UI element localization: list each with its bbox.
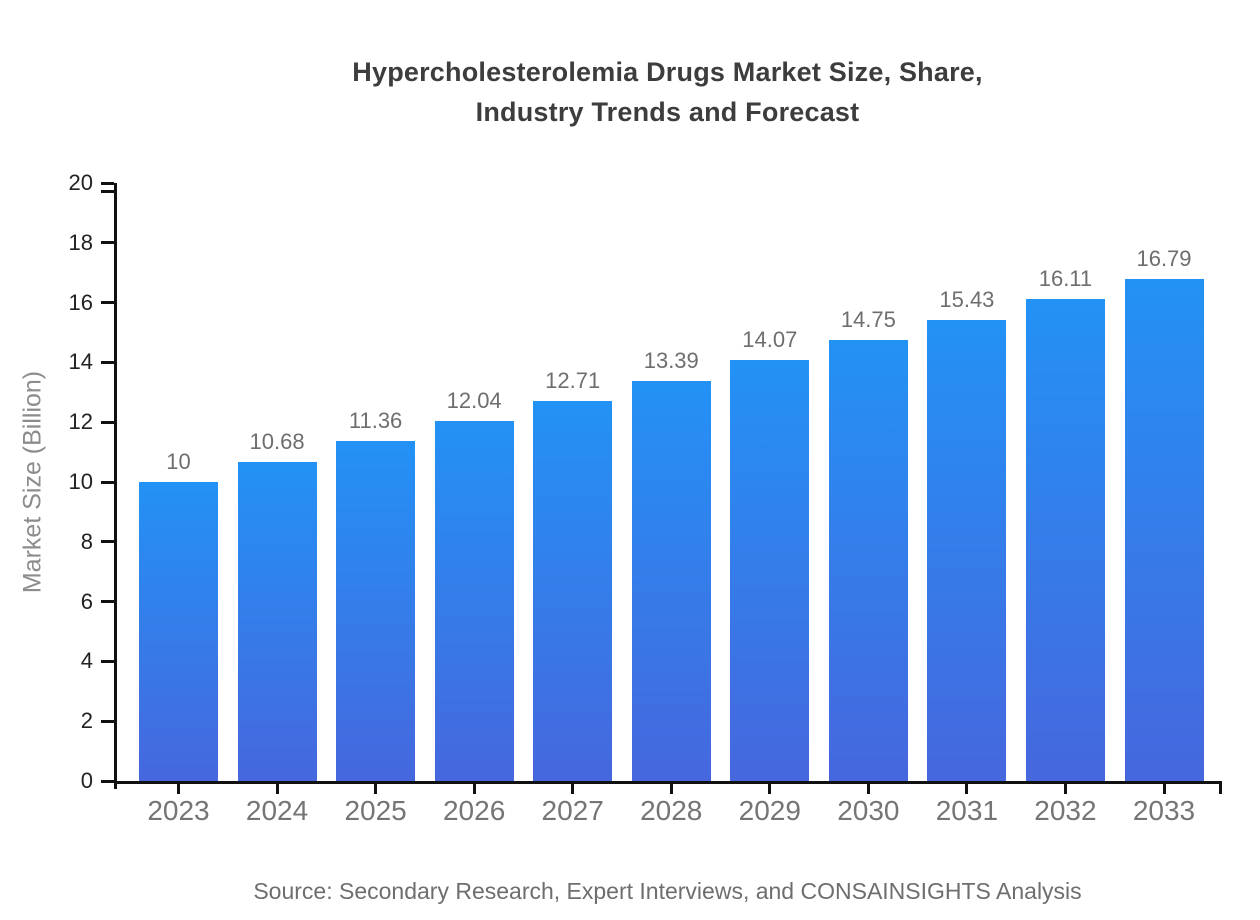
y-tick-label: 4 (80, 648, 93, 674)
y-tick-mark (101, 420, 114, 424)
bar-2026 (434, 421, 514, 781)
bar-2032 (1025, 299, 1105, 781)
x-tick-label: 2027 (541, 795, 604, 826)
x-tick-mark (177, 781, 180, 794)
bar-value-label: 13.39 (643, 347, 699, 373)
chart-title-line-1: Hypercholesterolemia Drugs Market Size, … (352, 57, 983, 87)
y-tick-label: 2 (80, 708, 93, 734)
y-tick-mark (101, 600, 114, 604)
y-tick-mark (101, 241, 114, 245)
x-tick-mark (472, 781, 476, 794)
x-tick-mark (768, 781, 772, 794)
y-tick-mark (101, 480, 114, 484)
bar-value-label: 16.79 (1136, 245, 1192, 271)
bar-2025 (336, 441, 416, 781)
bar-value-label: 10 (166, 449, 191, 474)
x-tick-mark (669, 781, 673, 794)
x-tick-label: 2026 (442, 795, 506, 826)
bar-value-label: 11.36 (348, 408, 403, 434)
x-tick-label: 2030 (837, 795, 900, 826)
y-tick-label: 0 (80, 768, 93, 793)
y-axis-top-cap-tick (101, 190, 114, 193)
source-note: Source: Secondary Research, Expert Inter… (253, 878, 1082, 904)
x-axis-end-cap-tick (1218, 781, 1222, 794)
y-tick-label: 18 (68, 229, 93, 255)
y-tick-mark (101, 540, 114, 544)
y-tick-label: 8 (80, 528, 93, 554)
x-tick-label: 2031 (935, 795, 999, 826)
x-tick-mark (866, 781, 870, 794)
bar-value-label: 15.43 (939, 286, 995, 312)
x-tick-label: 2029 (738, 795, 801, 826)
y-tick-label: 14 (68, 349, 93, 375)
x-tick-label: 2028 (640, 795, 703, 826)
y-tick-mark (101, 659, 114, 663)
bar-value-label: 12.04 (446, 388, 502, 413)
bar-value-label: 10.68 (249, 428, 305, 454)
y-tick-label: 6 (80, 588, 93, 614)
y-tick-label: 12 (68, 409, 93, 435)
chart-title: Hypercholesterolemia Drugs Market Size, … (115, 52, 1220, 132)
y-tick-mark (101, 779, 114, 783)
x-tick-label: 2033 (1132, 795, 1196, 826)
x-tick-label: 2032 (1034, 795, 1097, 826)
bar-value-label: 12.71 (545, 367, 601, 393)
bar-2033 (1124, 278, 1204, 781)
y-tick-mark (101, 719, 114, 723)
y-tick-label: 10 (68, 469, 93, 494)
plot-area: 0 2 4 6 8 10 12 14 16 18 20 10 2023 10.68 2024 11.36 202… (69, 170, 1222, 826)
x-axis-line (114, 781, 1220, 784)
bar-2028 (631, 380, 711, 781)
y-tick-mark (101, 301, 114, 305)
y-tick-label: 20 (68, 170, 93, 195)
x-tick-mark (1063, 781, 1067, 794)
bar-2030 (828, 339, 908, 781)
bar-value-label: 14.75 (840, 306, 896, 332)
x-tick-mark (1162, 781, 1166, 794)
bar-2031 (927, 319, 1007, 781)
bar-2029 (730, 360, 810, 781)
x-tick-mark (571, 781, 575, 794)
y-tick-mark (101, 181, 114, 185)
y-tick-label: 16 (68, 289, 93, 315)
y-axis-line (114, 183, 117, 789)
y-tick-mark (101, 360, 114, 364)
x-tick-mark (275, 781, 279, 794)
bar-value-label: 14.07 (742, 327, 798, 353)
x-tick-label: 2023 (147, 795, 210, 826)
bar-2024 (237, 461, 317, 781)
bar-2027 (533, 400, 613, 781)
chart-title-line-2: Industry Trends and Forecast (475, 97, 860, 127)
x-tick-label: 2025 (344, 795, 407, 826)
bar-value-label: 16.11 (1038, 266, 1093, 292)
x-tick-mark (374, 781, 378, 794)
bar-2023 (139, 482, 218, 781)
x-tick-label: 2024 (245, 795, 309, 826)
x-tick-mark (965, 781, 969, 794)
